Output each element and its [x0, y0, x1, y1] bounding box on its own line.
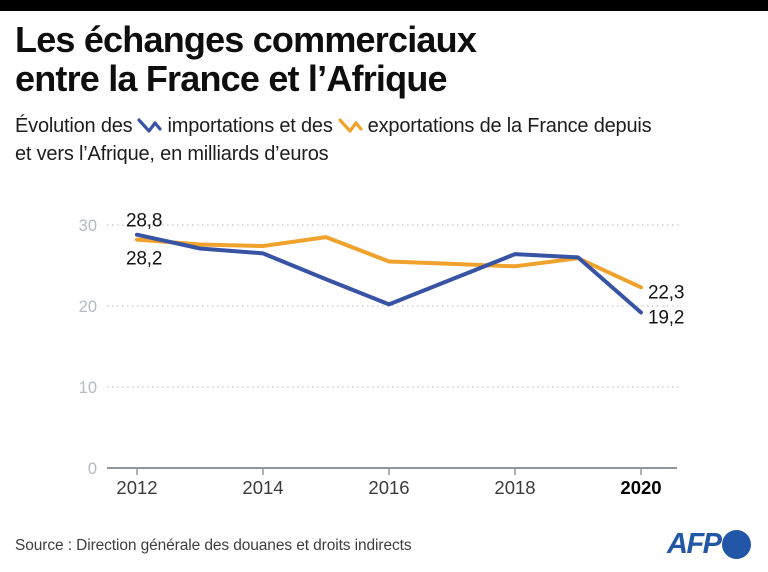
subtitle-seg3: exportations de la France depuis: [367, 115, 652, 137]
importations-line: [135, 232, 643, 315]
top-bar: [0, 0, 768, 11]
title-line-1: Les échanges commerciaux: [15, 19, 477, 60]
chart-value-label: 22,3: [648, 282, 684, 303]
y-tick-label: 10: [79, 379, 97, 397]
x-tick-label: 2014: [242, 477, 283, 498]
exports-trend-icon: [338, 118, 363, 133]
y-tick-label: 0: [88, 460, 97, 478]
x-tick-label: 2016: [368, 477, 409, 498]
chart-value-label: 28,8: [126, 211, 162, 232]
x-tick-label: 2012: [116, 477, 157, 498]
page-title: Les échanges commerciaux entre la France…: [15, 19, 477, 99]
x-tick-label: 2020: [620, 477, 661, 498]
exportations-line: [135, 235, 643, 290]
x-tick-label: 2018: [494, 477, 535, 498]
afp-logo-circle: [721, 529, 751, 559]
imports-trend-icon: [137, 118, 163, 133]
chart-value-label: 28,2: [126, 249, 162, 270]
chart-subtitle: Évolution des importations et des exportat…: [15, 112, 760, 168]
chart-value-label: 19,2: [648, 307, 684, 328]
y-tick-label: 20: [79, 298, 97, 316]
subtitle-seg2: importations et des: [167, 115, 333, 137]
source-credit: Source : Direction générale des douanes …: [15, 537, 412, 554]
subtitle-seg1: Évolution des: [15, 115, 133, 137]
subtitle-line2: et vers l’Afrique, en milliards d’euros: [15, 143, 329, 165]
title-line-2: entre la France et l’Afrique: [15, 58, 448, 99]
afp-logo-text: AFP: [667, 528, 722, 560]
y-tick-label: 30: [79, 217, 97, 235]
afp-logo: AFP: [667, 528, 751, 560]
